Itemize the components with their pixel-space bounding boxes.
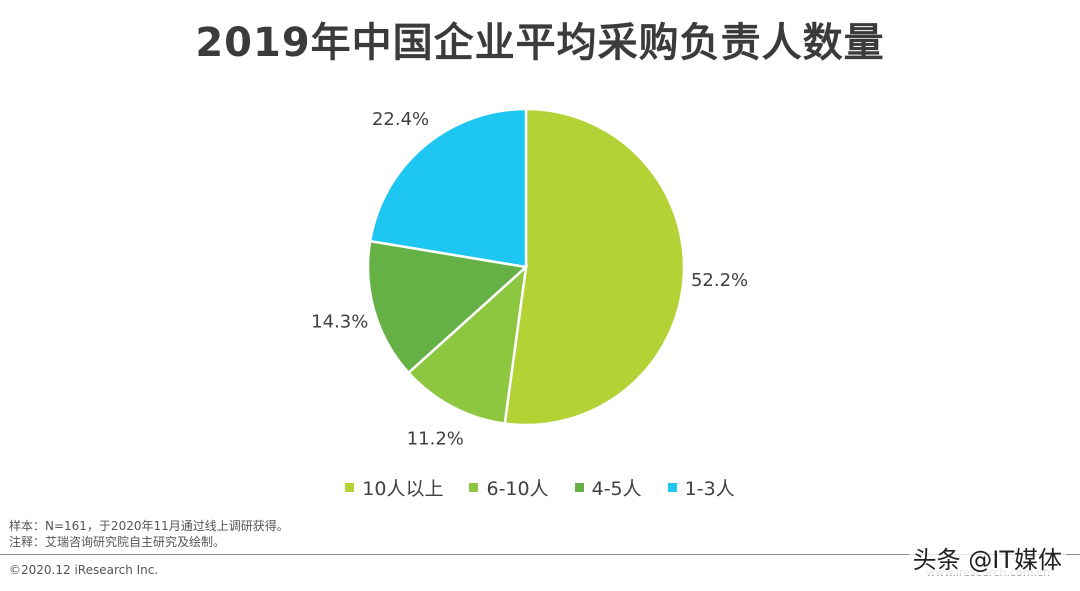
legend-label-1: 10人以上 <box>362 478 444 500</box>
legend-label-4: 1-3人 <box>684 478 735 500</box>
footer-divider <box>0 554 1080 555</box>
source-note: 注释：艾瑞咨询研究院自主研究及绘制。 <box>9 535 226 549</box>
pie-slice-4 <box>368 107 528 269</box>
legend-swatch-3 <box>574 483 584 492</box>
legend-item-3: 4-5人 <box>574 474 642 501</box>
chart-notes: 样本：N=161，于2020年11月通过线上调研获得。 注释：艾瑞咨询研究院自主… <box>9 518 289 550</box>
legend-label-3: 4-5人 <box>591 478 642 500</box>
legend-swatch-4 <box>667 483 677 492</box>
legend-swatch-1 <box>345 483 355 492</box>
pie-slice-2 <box>406 263 528 425</box>
legend-swatch-2 <box>469 483 479 492</box>
slice-value-label-2: 11.2% <box>407 428 464 449</box>
pie-slice-3 <box>366 239 529 375</box>
slice-value-label-1: 52.2% <box>691 270 748 291</box>
legend-label-2: 6-10人 <box>486 478 549 500</box>
legend-item-4: 1-3人 <box>667 474 735 501</box>
slice-value-label-3: 14.3% <box>311 311 368 332</box>
pie-slice-1 <box>503 107 686 427</box>
chart-title: 2019年中国企业平均采购负责人数量 <box>195 20 885 66</box>
slice-value-label-4: 22.4% <box>372 109 429 130</box>
legend-item-1: 10人以上 <box>345 474 443 501</box>
copyright-text: ©2020.12 iResearch Inc. <box>9 563 159 577</box>
legend-item-2: 6-10人 <box>469 474 549 501</box>
watermark: 头条 @IT媒体 <box>908 540 1066 575</box>
chart-legend: 10人以上 6-10人 4-5人 1-3人 <box>0 474 1080 501</box>
sample-note: 样本：N=161，于2020年11月通过线上调研获得。 <box>9 519 289 533</box>
